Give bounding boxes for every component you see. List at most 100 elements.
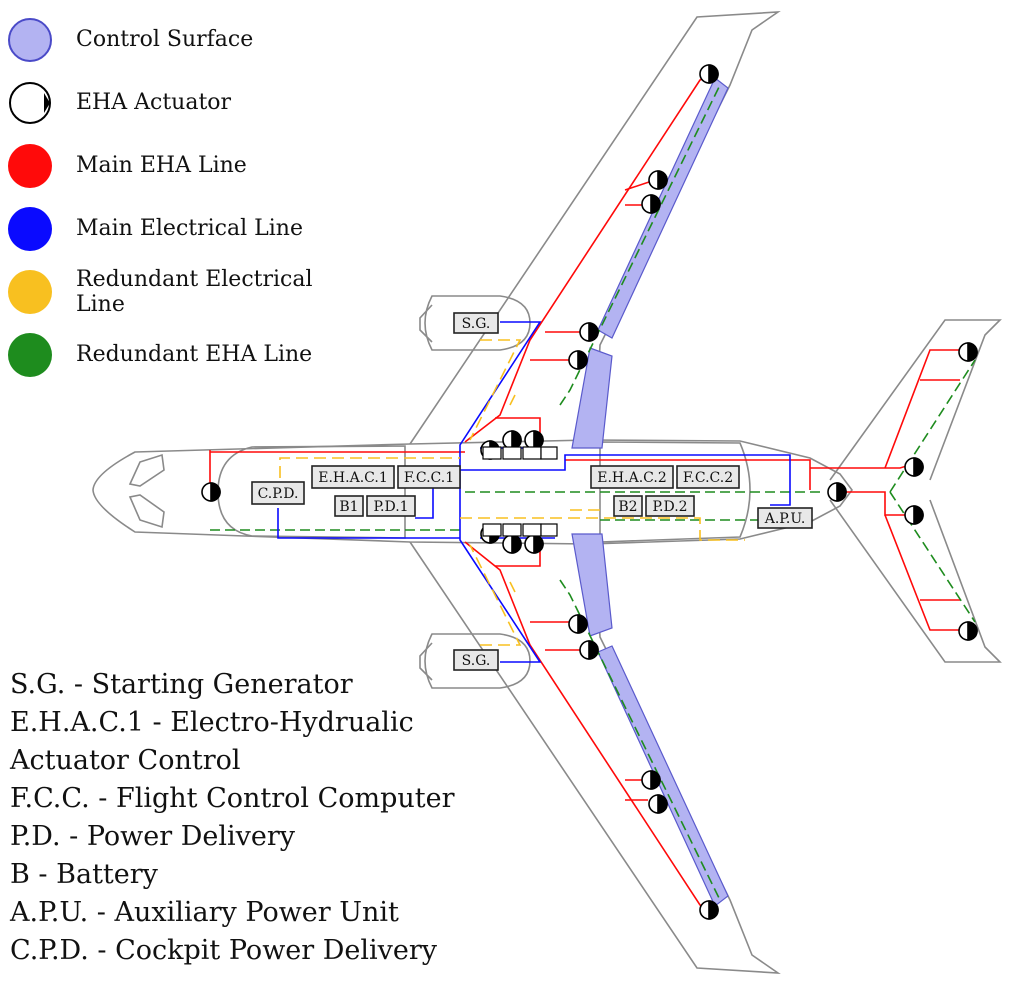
svg-text:B2: B2: [618, 499, 637, 515]
eha-actuator: [579, 322, 599, 342]
component-ehac1: E.H.A.C.1: [311, 465, 395, 489]
eha-actuator: [958, 621, 978, 641]
eha-actuator: [568, 614, 588, 634]
legend-item-main-electrical-line: Main Electrical Line: [8, 197, 368, 260]
cockpit-window-upper: [128, 453, 165, 487]
eha-actuator: [958, 342, 978, 362]
eha-actuator: [904, 457, 924, 477]
legend-label: Main EHA Line: [76, 153, 247, 178]
svg-text:E.H.A.C.1: E.H.A.C.1: [318, 470, 387, 486]
eha-actuator: [827, 482, 847, 502]
abbreviation-list: S.G. - Starting Generator E.H.A.C.1 - El…: [10, 666, 455, 970]
svg-text:S.G.: S.G.: [462, 316, 491, 332]
svg-text:B1: B1: [339, 499, 358, 515]
component-apu: A.P.U.: [757, 507, 813, 529]
legend-label: Main Electrical Line: [76, 216, 303, 241]
control-surface-swatch: [8, 17, 52, 62]
component-b2: B2: [613, 495, 643, 517]
abbreviation-pd: P.D. - Power Delivery: [10, 821, 296, 852]
redundant-electrical-lines: [279, 339, 745, 646]
lower-engine: [424, 633, 531, 689]
control-surface-upper-aileron: [597, 77, 729, 339]
main-eha-line-swatch: [8, 143, 52, 188]
eha-actuator: [699, 64, 719, 84]
svg-text:F.C.C.1: F.C.C.1: [404, 470, 454, 486]
main-eha-tail-upper: [884, 349, 965, 469]
abbreviation-b: B - Battery: [10, 859, 158, 890]
lower-wing: [409, 541, 781, 974]
svg-text:F.C.C.2: F.C.C.2: [683, 470, 733, 486]
upper-wing: [409, 11, 781, 445]
main-electrical-cabin: [277, 454, 791, 539]
redundant-eha-line-swatch: [8, 332, 52, 377]
control-surface-upper-flap: [571, 347, 613, 449]
component-cpd: C.P.D.: [251, 481, 305, 505]
redundant-electrical-lower: [469, 544, 522, 646]
redundant-electrical-line-swatch: [8, 269, 52, 314]
component-sg-upper: S.G.: [453, 312, 499, 334]
upper-tailplane: [829, 319, 1002, 481]
eha-actuator: [648, 794, 668, 814]
component-ehac2: E.H.A.C.2: [590, 465, 674, 489]
control-surface-lower-aileron: [597, 645, 729, 907]
abbreviation-apu: A.P.U. - Auxiliary Power Unit: [10, 897, 399, 928]
lower-tailplane: [829, 499, 1002, 663]
eha-actuator: [641, 194, 661, 214]
eha-actuator: [502, 430, 522, 450]
legend: Control Surface EHA Actuator Main EHA Li…: [8, 8, 368, 386]
abbreviation-cpd: C.P.D. - Cockpit Power Delivery: [10, 935, 438, 966]
legend-item-redundant-electrical-line: Redundant Electrical Line: [8, 260, 368, 323]
eha-actuator: [568, 350, 588, 370]
upper-engine-inlet: [419, 304, 433, 343]
eha-actuator: [524, 430, 544, 450]
svg-text:P.D.2: P.D.2: [652, 499, 687, 515]
legend-label: Redundant EHA Line: [76, 342, 313, 367]
legend-label: Control Surface: [76, 27, 254, 52]
eha-actuator: [201, 482, 221, 502]
redundant-eha-lower-wing: [559, 579, 721, 901]
eha-actuators: [201, 64, 978, 920]
fuselage: [92, 439, 853, 545]
legend-item-redundant-eha-line: Redundant EHA Line: [8, 323, 368, 386]
lower-engine-inlet: [419, 642, 433, 681]
eha-actuator: [579, 640, 599, 660]
eha-actuator: [699, 900, 719, 920]
redundant-eha-tail-lower: [889, 491, 976, 623]
svg-text:E.H.A.C.2: E.H.A.C.2: [597, 470, 666, 486]
main-eha-fuselage: [209, 450, 911, 490]
eha-actuator: [524, 534, 544, 554]
abbreviation-ehac: E.H.A.C.1 - Electro-Hydrualic: [10, 707, 414, 738]
svg-text:C.P.D.: C.P.D.: [258, 486, 299, 502]
redundant-electrical-upper: [469, 339, 522, 441]
main-electrical-upper: [459, 321, 542, 663]
abbreviation-sg: S.G. - Starting Generator: [10, 669, 353, 700]
eha-actuator: [502, 534, 522, 554]
svg-text:A.P.U.: A.P.U.: [764, 511, 806, 527]
component-sg-lower: S.G.: [453, 649, 499, 671]
eha-actuator: [904, 505, 924, 525]
redundant-eha-tail-upper: [889, 359, 976, 493]
legend-label: Redundant Electrical Line: [76, 266, 313, 317]
airframe-outline: [92, 11, 1002, 974]
redundant-electrical-cabin: [279, 457, 745, 541]
eha-actuator-swatch: [9, 81, 51, 124]
cockpit-window-lower: [128, 494, 165, 529]
upper-engine: [424, 295, 531, 351]
legend-label: EHA Actuator: [76, 90, 232, 115]
svg-text:P.D.1: P.D.1: [373, 499, 408, 515]
eha-actuator: [641, 770, 661, 790]
component-fcc1: F.C.C.1: [397, 465, 461, 489]
eha-actuator: [648, 170, 668, 190]
svg-text:S.G.: S.G.: [462, 653, 491, 669]
component-pd2: P.D.2: [645, 495, 695, 517]
legend-item-control-surface: Control Surface: [8, 8, 368, 71]
abbreviation-ehac-continued: Actuator Control: [10, 745, 241, 776]
component-fcc2: F.C.C.2: [676, 465, 740, 489]
component-b1: B1: [334, 495, 364, 517]
main-eha-tail-center: [835, 491, 915, 516]
actuator-connector-blocks: [482, 446, 558, 537]
component-pd1: P.D.1: [366, 495, 416, 517]
abbreviation-fcc: F.C.C. - Flight Control Computer: [10, 783, 455, 814]
